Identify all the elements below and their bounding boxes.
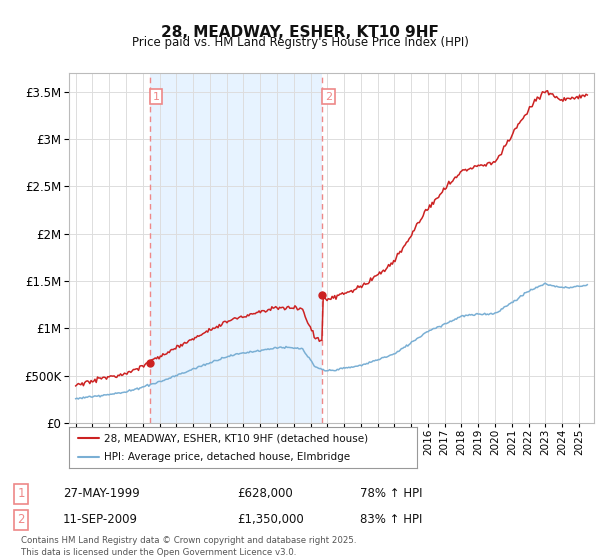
Text: £1,350,000: £1,350,000 — [237, 513, 304, 526]
Text: 1: 1 — [17, 487, 25, 501]
Text: £628,000: £628,000 — [237, 487, 293, 501]
Text: 2: 2 — [325, 92, 332, 102]
Text: 11-SEP-2009: 11-SEP-2009 — [63, 513, 138, 526]
Text: HPI: Average price, detached house, Elmbridge: HPI: Average price, detached house, Elmb… — [104, 452, 350, 462]
Text: 28, MEADWAY, ESHER, KT10 9HF (detached house): 28, MEADWAY, ESHER, KT10 9HF (detached h… — [104, 433, 368, 444]
Text: Price paid vs. HM Land Registry's House Price Index (HPI): Price paid vs. HM Land Registry's House … — [131, 36, 469, 49]
Text: 1: 1 — [152, 92, 160, 102]
Text: 28, MEADWAY, ESHER, KT10 9HF: 28, MEADWAY, ESHER, KT10 9HF — [161, 25, 439, 40]
Text: 78% ↑ HPI: 78% ↑ HPI — [360, 487, 422, 501]
Text: Contains HM Land Registry data © Crown copyright and database right 2025.
This d: Contains HM Land Registry data © Crown c… — [21, 536, 356, 557]
Text: 27-MAY-1999: 27-MAY-1999 — [63, 487, 140, 501]
Text: 83% ↑ HPI: 83% ↑ HPI — [360, 513, 422, 526]
Text: 2: 2 — [17, 513, 25, 526]
Bar — [150, 73, 322, 423]
